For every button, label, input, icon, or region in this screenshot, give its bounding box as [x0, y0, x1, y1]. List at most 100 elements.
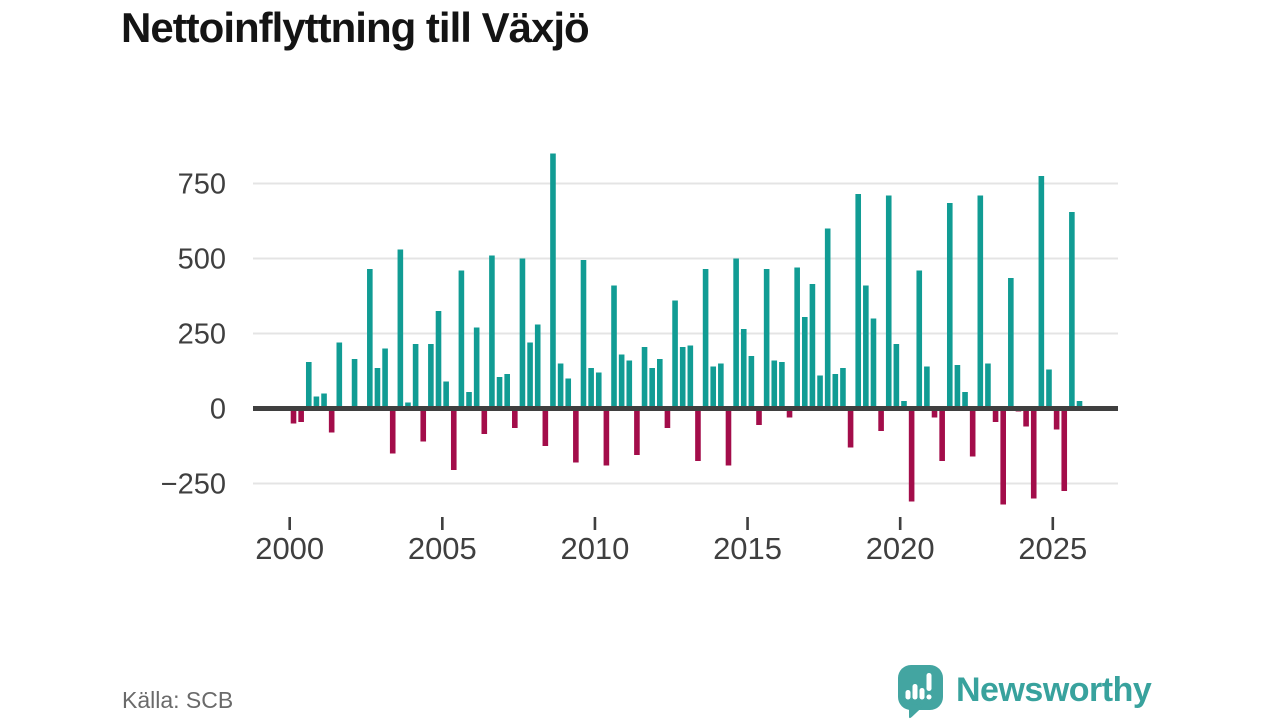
bar-positive	[710, 366, 717, 409]
bar-negative	[603, 408, 610, 466]
bar-positive	[1046, 369, 1052, 409]
bar-negative	[450, 408, 457, 470]
bar-positive	[901, 401, 907, 409]
bar-negative	[1030, 408, 1037, 499]
y-axis-tick-label: 500	[178, 244, 226, 276]
bar-negative	[298, 408, 304, 422]
bar-positive	[557, 363, 564, 409]
bar-positive	[580, 260, 587, 409]
bar-negative	[1000, 408, 1006, 505]
bar-negative	[847, 408, 854, 448]
source-label: Källa: SCB	[122, 687, 234, 713]
bar-positive	[740, 329, 747, 409]
bar-positive	[412, 344, 419, 409]
bar-positive	[672, 300, 678, 409]
bar-positive	[794, 267, 800, 409]
bar-positive	[977, 195, 984, 409]
bar-negative	[756, 408, 762, 425]
bar-positive	[435, 311, 442, 409]
bar-positive	[1076, 401, 1083, 409]
bar-negative	[931, 408, 938, 418]
bar-negative	[786, 408, 793, 418]
bar-positive	[916, 270, 923, 409]
bar-positive	[519, 258, 526, 409]
bar-positive	[1008, 278, 1014, 409]
bar-positive	[374, 368, 381, 409]
bar-positive	[763, 269, 770, 409]
bar-positive	[924, 366, 930, 409]
bar-positive	[382, 348, 388, 409]
bar-positive	[657, 359, 663, 409]
bar-positive	[809, 284, 816, 409]
bar-positive	[687, 345, 694, 409]
y-axis-tick-label: 250	[178, 319, 226, 351]
bar-negative	[1023, 408, 1029, 427]
bar-negative	[908, 408, 915, 502]
bar-negative	[328, 408, 335, 433]
bar-positive	[527, 342, 533, 409]
bar-positive	[824, 228, 831, 409]
bar-positive	[496, 377, 503, 409]
bar-positive	[336, 342, 343, 409]
bar-positive	[611, 285, 617, 409]
newsworthy-bubble-icon	[898, 665, 943, 719]
bar-negative	[878, 408, 884, 431]
bar-positive	[801, 317, 808, 409]
bar-negative	[290, 408, 297, 424]
y-axis-tick-label: −250	[161, 469, 226, 501]
bar-positive	[718, 363, 724, 409]
bar-negative	[992, 408, 999, 422]
bar-positive	[1069, 212, 1075, 409]
bar-negative	[573, 408, 579, 463]
x-axis-tick-label: 2025	[1018, 531, 1087, 566]
gridline	[253, 332, 1118, 335]
bar-positive	[962, 392, 968, 409]
x-axis-tick	[288, 517, 291, 530]
bar-positive	[504, 374, 510, 409]
bar-negative	[1053, 408, 1060, 430]
bar-positive	[893, 344, 900, 409]
gridline	[253, 257, 1118, 260]
logo-bar-3	[919, 688, 925, 700]
logo-bar-2	[912, 684, 918, 700]
bar-negative	[1061, 408, 1068, 491]
y-axis-tick-label: 750	[178, 169, 226, 201]
newsworthy-wordmark: Newsworthy	[956, 671, 1152, 709]
gridline	[253, 482, 1118, 485]
bar-positive	[595, 372, 602, 409]
bar-positive	[458, 270, 465, 409]
bar-positive	[626, 360, 633, 409]
bar-negative	[389, 408, 396, 454]
bar-positive	[817, 375, 823, 409]
bar-negative	[481, 408, 488, 434]
bar-negative	[512, 408, 518, 428]
x-axis-tick	[593, 517, 597, 530]
bar-positive	[351, 359, 358, 409]
bar-positive	[832, 374, 839, 409]
x-axis-tick-label: 2020	[866, 531, 935, 566]
x-axis-tick-label: 2010	[560, 531, 629, 566]
bar-positive	[1038, 176, 1045, 409]
bar-positive	[649, 368, 655, 409]
bar-positive	[779, 362, 785, 409]
bar-positive	[618, 354, 625, 409]
x-axis-tick-label: 2005	[408, 531, 477, 566]
bar-positive	[466, 392, 472, 409]
newsworthy-logo: Newsworthy	[897, 664, 1152, 720]
bar-negative	[939, 408, 945, 461]
bar-positive	[588, 368, 594, 409]
x-axis-tick-label: 2015	[713, 531, 782, 566]
bar-negative	[542, 408, 549, 446]
bar-positive	[771, 360, 778, 409]
logo-exclamation-stem	[926, 673, 932, 691]
bar-positive	[565, 378, 572, 409]
logo-bar-1	[905, 690, 911, 700]
bar-negative	[634, 408, 640, 455]
bar-positive	[840, 368, 846, 409]
bar-positive	[321, 393, 327, 409]
bar-positive	[954, 365, 961, 409]
bar-positive	[428, 344, 434, 409]
bar-positive	[305, 362, 312, 409]
